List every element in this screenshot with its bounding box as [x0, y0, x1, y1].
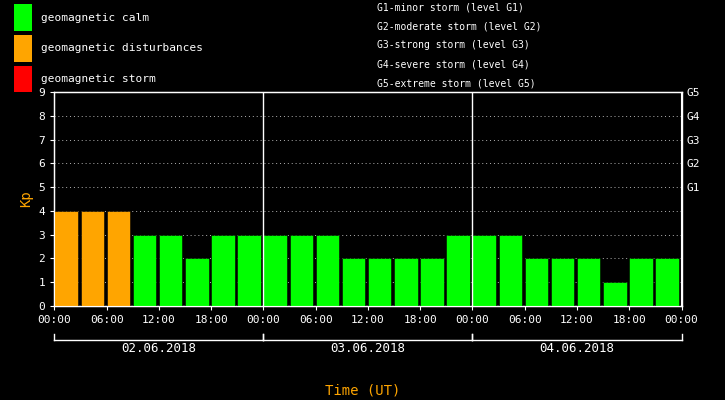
Bar	[185, 258, 209, 306]
Text: G2-moderate storm (level G2): G2-moderate storm (level G2)	[377, 22, 542, 32]
Bar	[80, 211, 104, 306]
Bar	[14, 35, 33, 62]
Bar	[133, 235, 157, 306]
Bar	[473, 235, 496, 306]
Bar	[54, 211, 78, 306]
Text: geomagnetic calm: geomagnetic calm	[41, 13, 149, 22]
Bar	[315, 235, 339, 306]
Bar	[107, 211, 130, 306]
Y-axis label: Kp: Kp	[19, 191, 33, 207]
Bar	[577, 258, 600, 306]
Bar	[447, 235, 470, 306]
Text: 03.06.2018: 03.06.2018	[331, 342, 405, 355]
Text: G4-severe storm (level G4): G4-severe storm (level G4)	[377, 59, 530, 69]
Bar	[499, 235, 522, 306]
Bar	[341, 258, 365, 306]
Text: geomagnetic disturbances: geomagnetic disturbances	[41, 43, 203, 53]
Bar	[263, 235, 287, 306]
Bar	[655, 258, 679, 306]
Text: 04.06.2018: 04.06.2018	[539, 342, 615, 355]
Bar	[159, 235, 183, 306]
Bar	[289, 235, 313, 306]
Bar	[14, 66, 33, 92]
Bar	[629, 258, 652, 306]
Text: 02.06.2018: 02.06.2018	[121, 342, 196, 355]
Bar	[368, 258, 392, 306]
Bar	[237, 235, 261, 306]
Text: Time (UT): Time (UT)	[325, 384, 400, 398]
Text: G3-strong storm (level G3): G3-strong storm (level G3)	[377, 40, 530, 50]
Bar	[603, 282, 626, 306]
Text: G1-minor storm (level G1): G1-minor storm (level G1)	[377, 3, 523, 13]
Bar	[551, 258, 574, 306]
Text: geomagnetic storm: geomagnetic storm	[41, 74, 156, 84]
Text: G5-extreme storm (level G5): G5-extreme storm (level G5)	[377, 78, 536, 88]
Bar	[211, 235, 235, 306]
Bar	[14, 4, 33, 31]
Bar	[525, 258, 548, 306]
Bar	[420, 258, 444, 306]
Bar	[394, 258, 418, 306]
